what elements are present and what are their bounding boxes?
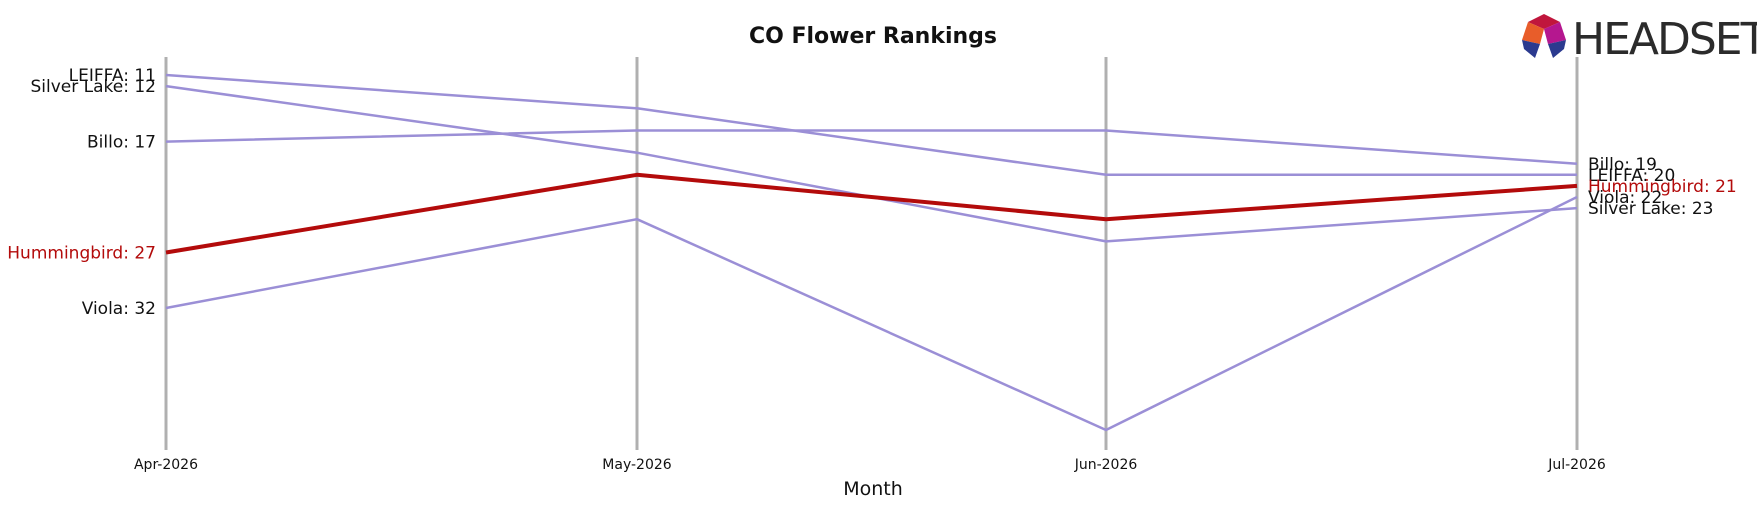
headset-logo-icon <box>1522 14 1566 58</box>
x-tick-jul-2026: Jul-2026 <box>1547 457 1606 473</box>
x-tick-apr-2026: Apr-2026 <box>134 457 198 473</box>
start-label-billo: Billo: 17 <box>87 133 156 153</box>
chart-title: CO Flower Rankings <box>749 24 997 49</box>
series-labels: LEIFFA: 11 LEIFFA: 20 Silver Lake: 12 Silve… <box>7 66 1736 319</box>
end-label-billo: Billo: 19 <box>1588 155 1657 175</box>
series-line-leiffa <box>165 73 1577 177</box>
x-tick-labels: Apr-2026 May-2026 Jun-2026 Jul-2026 <box>134 457 1606 473</box>
headset-logo-text: HEADSET <box>1572 14 1757 65</box>
end-label-viola: Viola: 22 <box>1588 188 1662 208</box>
x-tick-jun-2026: Jun-2026 <box>1074 457 1138 473</box>
series-line-hummingbird <box>165 172 1578 255</box>
end-label-leiffa: LEIFFA: 20 <box>1588 166 1675 186</box>
start-label-leiffa: LEIFFA: 11 <box>69 66 156 86</box>
x-tick-may-2026: May-2026 <box>602 457 671 473</box>
series-line-viola <box>165 195 1578 432</box>
month-axes <box>164 57 1579 450</box>
series-lines <box>165 73 1578 432</box>
start-label-silver-lake: Silver Lake: 12 <box>31 77 157 97</box>
start-label-viola: Viola: 32 <box>82 299 156 319</box>
headset-logo: HEADSET <box>1522 14 1757 65</box>
x-axis-label: Month <box>843 478 903 500</box>
end-label-silver-lake: Silver Lake: 23 <box>1588 199 1714 219</box>
series-line-billo <box>165 129 1578 166</box>
end-label-hummingbird: Hummingbird: 21 <box>1588 177 1737 197</box>
start-label-hummingbird: Hummingbird: 27 <box>7 244 156 264</box>
